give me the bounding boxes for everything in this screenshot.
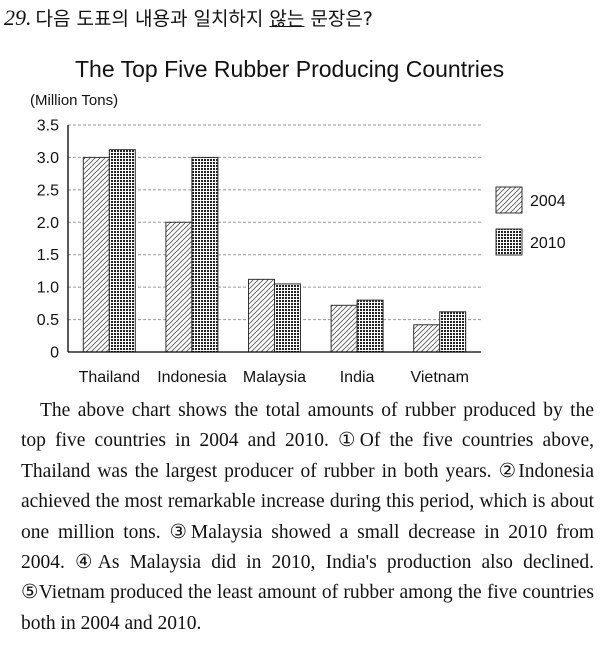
y-tick-label: 1.5 xyxy=(37,247,59,264)
option-2-text: Indonesia achieved the most remarkable i… xyxy=(21,460,595,543)
x-tick-label: Thailand xyxy=(79,369,140,386)
bar-2004-vietnam xyxy=(413,324,441,353)
x-tick-label: Vietnam xyxy=(410,369,468,386)
x-tick-label: Malaysia xyxy=(243,369,306,386)
y-axis-label: (Million Tons) xyxy=(30,92,119,109)
question-header: 29. 다음 도표의 내용과 일치하지 않는 문장은? xyxy=(4,4,373,31)
option-5-marker: ⑤ xyxy=(21,582,39,604)
legend-swatch-2010 xyxy=(495,228,523,256)
question-number: 29. xyxy=(4,5,32,30)
option-5-text: Vietnam produced the least amount of rub… xyxy=(21,582,595,634)
passage: The above chart shows the total amounts … xyxy=(21,396,594,639)
y-tick-label: 3.0 xyxy=(37,150,59,167)
bar-2010-india xyxy=(356,299,384,353)
x-tick-label: India xyxy=(340,369,375,386)
bar-2010-indonesia xyxy=(191,156,219,353)
option-2-marker: ② xyxy=(498,460,519,482)
chart-title: The Top Five Rubber Producing Countries xyxy=(75,56,505,82)
x-tick-labels: Thailand Indonesia Malaysia India Vietnam xyxy=(79,369,469,386)
legend-label-2010: 2010 xyxy=(530,235,566,252)
bar-2004-indonesia xyxy=(165,221,193,353)
option-3-marker: ③ xyxy=(169,521,191,543)
y-tick-label: 3.5 xyxy=(37,118,59,135)
legend-label-2004: 2004 xyxy=(530,193,566,210)
option-3-text: Malaysia showed a small decrease in 2010… xyxy=(21,521,595,574)
bar-2010-thailand xyxy=(108,149,136,353)
y-tick-label: 0.5 xyxy=(37,312,59,329)
passage-intro: The above chart shows the total amounts … xyxy=(21,400,594,452)
y-tick-label: 2.5 xyxy=(37,182,59,199)
bar-2004-malaysia xyxy=(248,278,275,353)
x-tick-label: Indonesia xyxy=(157,369,226,386)
bar-2004-india xyxy=(330,304,358,353)
option-4-text: As Malaysia did in 2010, India's product… xyxy=(97,552,594,574)
option-4-marker: ④ xyxy=(75,552,98,574)
bar-2004-thailand xyxy=(82,156,110,353)
question-text: 다음 도표의 내용과 일치하지 xyxy=(35,8,270,30)
legend: 2004 2010 xyxy=(495,186,566,256)
option-1-text: Of the five countries above, Thailand wa… xyxy=(21,430,594,482)
option-1-marker: ① xyxy=(337,430,360,452)
y-tick-label: 0 xyxy=(50,345,59,362)
y-tick-label: 1.0 xyxy=(37,280,59,297)
bar-chart-plot: 0 0.5 1.0 1.5 2.0 2.5 3.0 3.5 Thailand Indonesia… xyxy=(37,118,566,387)
bar-2010-vietnam xyxy=(439,311,467,353)
axes xyxy=(67,125,481,353)
question-text-end: 문장은? xyxy=(304,8,373,30)
bars xyxy=(82,149,467,353)
chart: The Top Five Rubber Producing Countries … xyxy=(0,48,604,398)
y-tick-label: 2.0 xyxy=(37,215,59,232)
y-tick-labels: 0 0.5 1.0 1.5 2.0 2.5 3.0 3.5 xyxy=(37,118,59,362)
bar-2010-malaysia xyxy=(274,283,301,353)
question-emphasis: 않는 xyxy=(269,8,305,30)
legend-swatch-2004 xyxy=(495,186,523,214)
